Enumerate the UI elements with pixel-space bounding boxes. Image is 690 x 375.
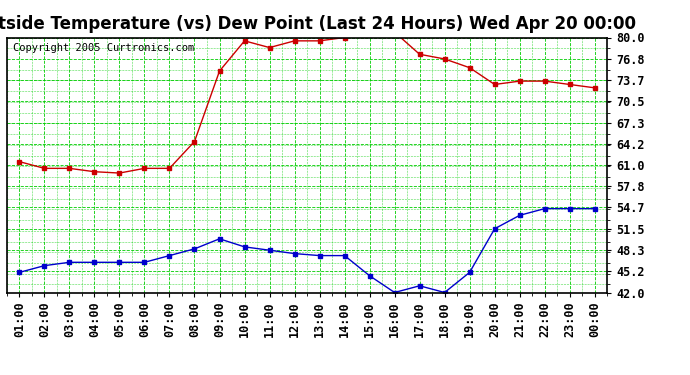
Text: Outside Temperature (vs) Dew Point (Last 24 Hours) Wed Apr 20 00:00: Outside Temperature (vs) Dew Point (Last…	[0, 15, 635, 33]
Text: Copyright 2005 Curtronics.com: Copyright 2005 Curtronics.com	[13, 43, 194, 52]
